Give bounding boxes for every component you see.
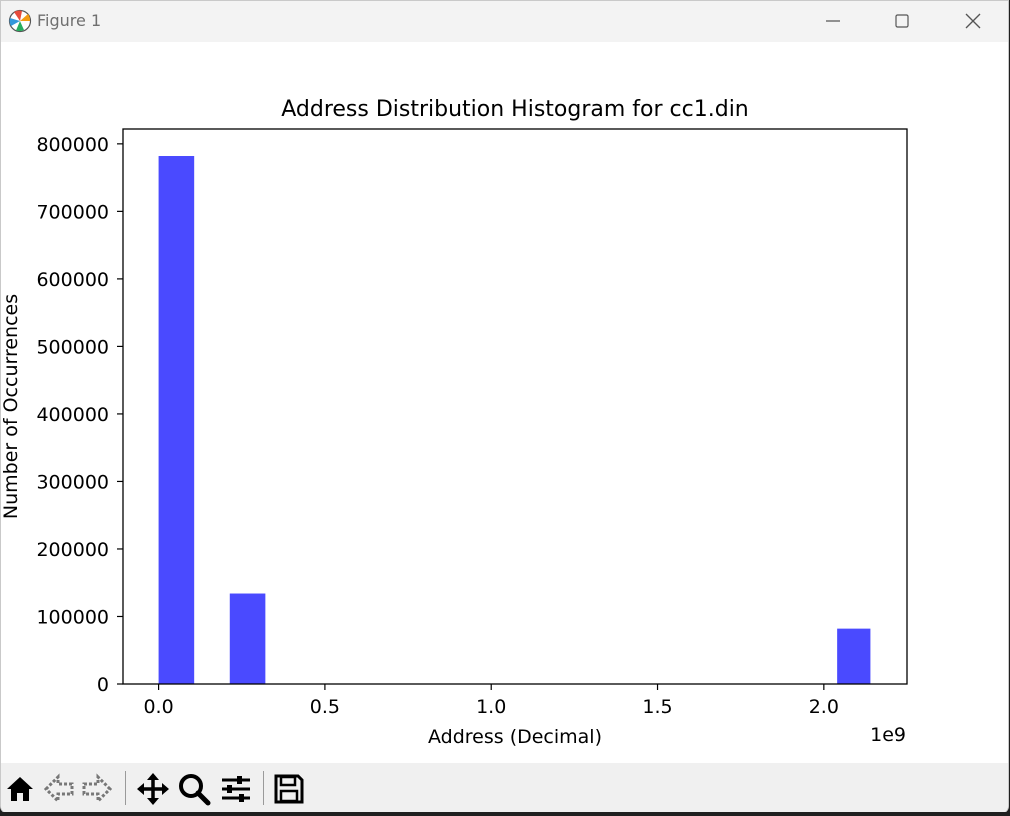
axes-frame <box>122 128 908 685</box>
save-icon <box>274 774 304 804</box>
y-tick-label: 100000 <box>36 606 109 628</box>
x-tick-label: 1.5 <box>642 696 672 718</box>
zoom-button[interactable] <box>176 771 212 807</box>
y-tick-label: 800000 <box>36 134 109 156</box>
pan-button[interactable] <box>135 771 171 807</box>
back-arrow-icon <box>43 773 74 805</box>
pan-icon <box>137 773 169 805</box>
x-axis-label: Address (Decimal) <box>428 726 602 748</box>
histogram-bar-0 <box>158 156 195 684</box>
window-title: Figure 1 <box>37 11 102 30</box>
y-tick-label: 600000 <box>36 269 109 291</box>
home-icon <box>7 777 33 801</box>
toolbar-separator <box>125 771 126 805</box>
histogram-chart: 0.0 0.5 1.0 1.5 2.0 0 100000 200000 300000 400000… <box>1 97 908 748</box>
y-tick-label: 300000 <box>36 471 109 493</box>
toolbar-separator <box>263 771 264 805</box>
figure-canvas[interactable]: 0.0 0.5 1.0 1.5 2.0 0 100000 200000 300000 400000… <box>1 42 1008 762</box>
x-tick-label: 1.0 <box>476 696 506 718</box>
y-tick-label: 0 <box>97 674 109 696</box>
navigation-toolbar <box>1 763 1008 813</box>
minimize-icon <box>826 20 840 22</box>
home-button[interactable] <box>2 771 38 807</box>
close-button[interactable] <box>941 1 1005 41</box>
histogram-bar-1 <box>229 593 266 684</box>
forward-arrow-icon <box>82 773 113 805</box>
y-axis-label: Number of Occurrences <box>1 294 22 519</box>
maximize-button[interactable] <box>870 1 934 41</box>
x-tick-label: 2.0 <box>809 696 839 718</box>
save-button[interactable] <box>271 771 307 807</box>
histogram-bar-2 <box>837 628 871 684</box>
x-tick-label: 0.5 <box>310 696 340 718</box>
forward-button[interactable] <box>79 771 115 807</box>
zoom-icon <box>179 774 211 806</box>
configure-subplots-icon <box>222 776 250 802</box>
y-tick-label: 500000 <box>36 336 109 358</box>
x-tick-label: 0.0 <box>143 696 173 718</box>
x-axis-offset-label: 1e9 <box>870 724 906 746</box>
chart-title: Address Distribution Histogram for cc1.d… <box>281 97 749 122</box>
y-tick-label: 400000 <box>36 404 109 426</box>
minimize-button[interactable] <box>801 1 865 41</box>
close-icon <box>965 13 981 29</box>
y-tick-label: 700000 <box>36 201 109 223</box>
maximize-icon <box>895 14 909 28</box>
y-tick-label: 200000 <box>36 539 109 561</box>
title-bar[interactable]: Figure 1 <box>1 1 1008 42</box>
matplotlib-icon <box>8 9 32 33</box>
configure-subplots-button[interactable] <box>218 771 254 807</box>
back-button[interactable] <box>41 771 77 807</box>
background-taskbar <box>0 812 1010 816</box>
